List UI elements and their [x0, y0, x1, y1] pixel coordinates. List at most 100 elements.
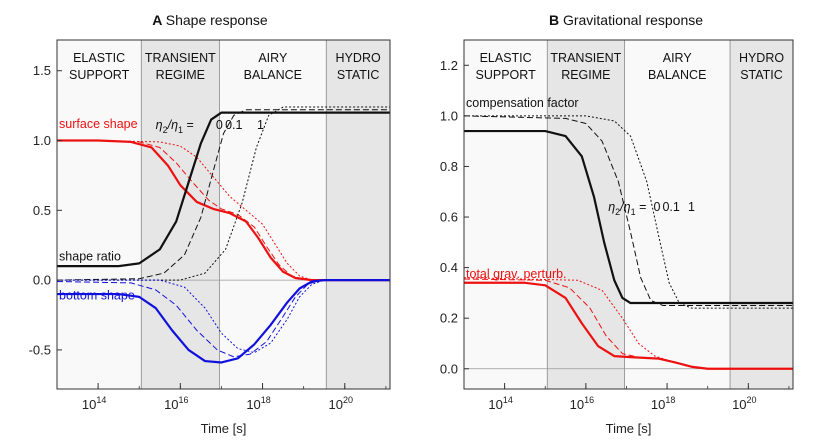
- x-tick-label: 1018: [651, 395, 675, 412]
- region-label: SUPPORT: [476, 68, 537, 82]
- region-label: BALANCE: [648, 68, 706, 82]
- x-axis-label: Time [s]: [201, 421, 247, 436]
- panel-letter: A: [152, 12, 162, 28]
- region-label: ELASTIC: [480, 51, 532, 65]
- series-line-compensation-factor-ratio-0: [464, 129, 793, 305]
- series-annotation: shape ratio: [59, 249, 121, 263]
- x-tick-base: 10: [246, 397, 260, 412]
- y-tick-label: 0.4: [440, 260, 458, 275]
- series-annotation: total grav. perturb.: [466, 267, 567, 281]
- panel-title: B Gravitational response: [549, 12, 703, 28]
- region-label: BALANCE: [244, 68, 302, 82]
- ratio-value-label: 0.1: [225, 118, 242, 132]
- region-band: [730, 40, 793, 389]
- region-label: STATIC: [740, 68, 783, 82]
- x-tick-base: 10: [329, 397, 343, 412]
- panel-title: A Shape response: [152, 12, 268, 28]
- ratio-label-part: =: [183, 118, 194, 132]
- series-annotation: surface shape: [59, 117, 138, 131]
- plot-frame: [56, 39, 391, 390]
- x-tick-base: 10: [82, 397, 96, 412]
- x-tick-exponent: 20: [747, 395, 757, 405]
- ratio-value-label: 1: [257, 118, 264, 132]
- y-tick-label: 1.0: [33, 133, 51, 148]
- series-line-bottom-shape-ratio-0: [57, 279, 390, 364]
- region-band: [624, 40, 731, 389]
- ratio-label-part: 1: [178, 125, 183, 135]
- series-line-compensation-factor-ratio-0-1: [464, 115, 793, 307]
- ratio-value-label: 0.1: [662, 200, 679, 214]
- x-tick-exponent: 16: [584, 395, 594, 405]
- x-tick-exponent: 18: [665, 395, 675, 405]
- x-tick-exponent: 14: [96, 395, 106, 405]
- x-tick-base: 10: [732, 397, 746, 412]
- viscosity-ratio-label: η2/η1 =: [156, 118, 194, 135]
- ratio-label-part: η: [608, 200, 615, 214]
- region-label: HYDRO: [739, 51, 784, 65]
- x-tick-exponent: 16: [179, 395, 189, 405]
- region-band: [219, 40, 327, 389]
- y-tick-label: 0.8: [440, 159, 458, 174]
- ratio-label-part: =: [636, 200, 647, 214]
- y-tick-label: 0.0: [33, 273, 51, 288]
- series-line-bottom-shape-ratio-1: [57, 279, 390, 354]
- ratio-label-part: 2: [163, 125, 168, 135]
- region-label: REGIME: [561, 68, 610, 82]
- region-label: ELASTIC: [73, 51, 125, 65]
- panel-b-gravitational-response: ELASTIC SUPPORT TRANSIENT REGIME AIRY BALANCE…: [440, 12, 794, 436]
- viscosity-ratio-label: η2/η1 =: [608, 200, 646, 217]
- y-tick-label: 1.5: [33, 63, 51, 78]
- region-band: [141, 40, 220, 389]
- x-tick-label: 1014: [488, 395, 512, 412]
- ratio-label-part: η: [156, 118, 163, 132]
- region-band: [326, 40, 390, 389]
- series-line-compensation-factor-ratio-1: [464, 115, 793, 309]
- series-line-surface-shape-ratio-0-1: [57, 140, 390, 281]
- ratio-value-label: 0: [653, 200, 660, 214]
- series-line-surface-shape-ratio-1: [57, 140, 390, 281]
- x-tick-label: 1018: [246, 395, 270, 412]
- region-label: STATIC: [337, 68, 380, 82]
- ratio-label-part: /η: [167, 118, 178, 132]
- series-line-total-grav-perturb--ratio-0-1: [464, 278, 793, 370]
- x-tick-exponent: 18: [261, 395, 271, 405]
- region-label: REGIME: [156, 68, 205, 82]
- panel-a-shape-response: ELASTIC SUPPORT TRANSIENT REGIME AIRY BALANCE…: [29, 12, 391, 436]
- series-group: [57, 106, 390, 364]
- ratio-label-part: 1: [631, 207, 636, 217]
- y-tick-label: 0.0: [440, 361, 458, 376]
- y-tick-label: 1.0: [440, 108, 458, 123]
- x-tick-exponent: 14: [503, 395, 513, 405]
- x-tick-label: 1020: [732, 395, 756, 412]
- region-band: [57, 40, 142, 389]
- panel-title-text: Gravitational response: [563, 12, 703, 28]
- y-tick-label: 1.2: [440, 58, 458, 73]
- ratio-value-label: 1: [688, 200, 695, 214]
- ratio-label-part: 2: [615, 207, 620, 217]
- x-tick-base: 10: [164, 397, 178, 412]
- x-axis-label: Time [s]: [606, 421, 652, 436]
- x-tick-label: 1020: [329, 395, 353, 412]
- ratio-label-part: /η: [619, 200, 630, 214]
- x-tick-label: 1016: [164, 395, 188, 412]
- region-label: TRANSIENT: [550, 51, 621, 65]
- x-tick-label: 1016: [570, 395, 594, 412]
- series-annotation: bottom shape: [59, 288, 135, 302]
- y-tick-label: 0.2: [440, 311, 458, 326]
- x-tick-label: 1014: [82, 395, 106, 412]
- x-tick-base: 10: [570, 397, 584, 412]
- series-annotation: compensation factor: [466, 96, 579, 110]
- plot-frame: [463, 39, 794, 390]
- y-tick-label: 0.6: [440, 210, 458, 225]
- x-tick-exponent: 20: [343, 395, 353, 405]
- series-line-shape-ratio-ratio-1: [57, 106, 390, 281]
- region-label: AIRY: [663, 51, 693, 65]
- panel-letter: B: [549, 12, 559, 28]
- region-label: SUPPORT: [69, 68, 130, 82]
- region-band: [464, 40, 548, 389]
- x-tick-base: 10: [651, 397, 665, 412]
- region-label: HYDRO: [336, 51, 381, 65]
- region-label: AIRY: [258, 51, 288, 65]
- series-line-bottom-shape-ratio-0-1: [57, 279, 390, 358]
